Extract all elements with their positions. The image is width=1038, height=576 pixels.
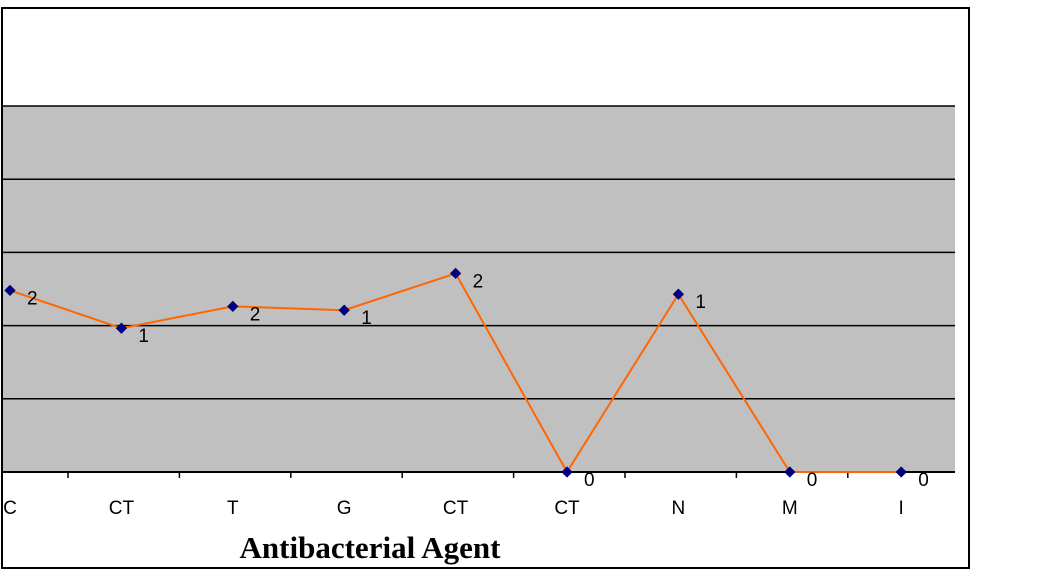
x-tick-label: G — [337, 498, 352, 519]
data-label: 1 — [361, 308, 372, 329]
data-point-marker — [227, 300, 239, 313]
data-point-marker — [784, 466, 796, 478]
x-tick-label: CT — [554, 498, 580, 519]
data-label: 2 — [250, 304, 261, 325]
data-label: 0 — [807, 470, 818, 491]
data-label: 2 — [27, 288, 38, 309]
data-point-marker — [449, 267, 462, 280]
plot-background — [3, 106, 955, 472]
data-label: 0 — [918, 470, 929, 491]
plot-area — [3, 106, 955, 472]
data-label: 0 — [584, 470, 595, 491]
x-tick-label: CT — [443, 498, 469, 519]
x-axis-title: Antibacterial Agent — [240, 530, 502, 565]
data-point-marker — [895, 466, 907, 478]
data-label: 1 — [138, 326, 149, 347]
data-label: 1 — [695, 292, 706, 313]
x-tick-label: M — [782, 498, 798, 519]
x-tick-label: N — [672, 498, 686, 519]
data-point-marker — [338, 304, 350, 316]
x-tick-label: C — [3, 498, 17, 519]
data-point-marker — [672, 288, 685, 300]
data-label: 2 — [473, 271, 484, 292]
x-tick-labels: C CT T G CT CT N M I — [3, 498, 904, 519]
x-tick-label: CT — [109, 498, 135, 519]
x-tick-label: I — [899, 498, 904, 519]
data-point-marker — [561, 466, 573, 478]
gridlines — [3, 105, 955, 400]
x-tick-label: T — [227, 498, 239, 519]
